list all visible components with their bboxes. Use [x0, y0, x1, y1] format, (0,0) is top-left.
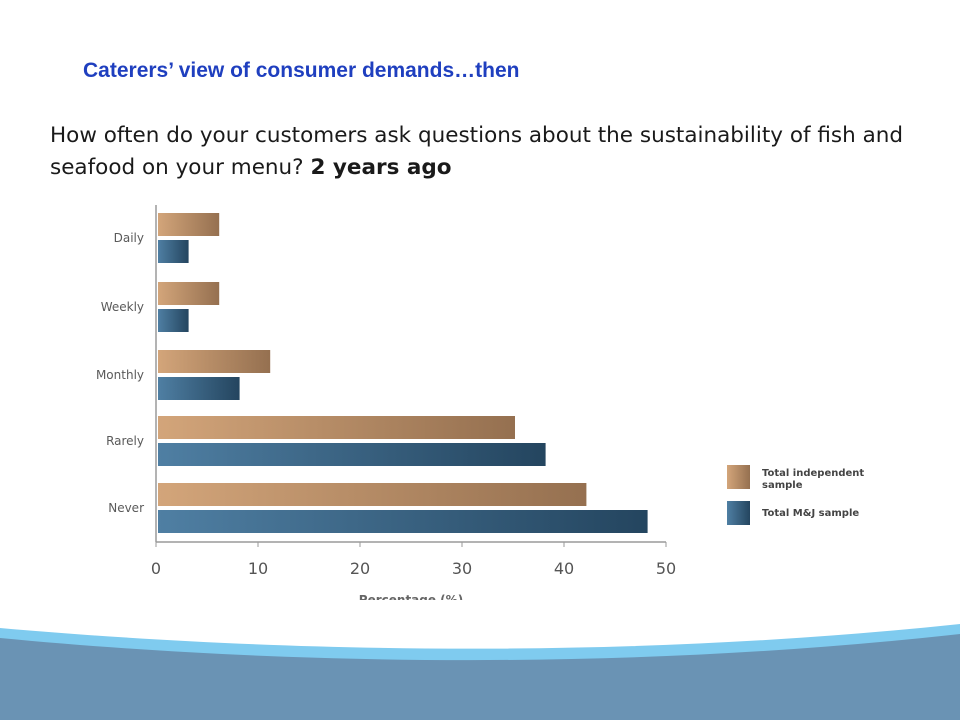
bar-never-series-1	[158, 510, 648, 533]
category-label-rarely: Rarely	[106, 434, 144, 448]
bar-rarely-series-0	[158, 416, 515, 439]
bar-rarely-series-1	[158, 443, 546, 466]
legend-swatch-series-1	[727, 501, 750, 525]
category-label-never: Never	[108, 501, 144, 515]
bar-daily-series-0	[158, 213, 220, 236]
x-tick-label: 50	[656, 559, 676, 578]
category-label-weekly: Weekly	[101, 300, 144, 314]
slide-title: Caterers’ view of consumer demands…then	[83, 59, 520, 82]
footer-wave-light	[0, 624, 960, 663]
survey-question: How often do your customers ask question…	[50, 120, 930, 184]
x-axis-title: Percentage (%)	[359, 593, 463, 600]
bar-monthly-series-0	[158, 350, 271, 373]
x-tick-label: 0	[151, 559, 161, 578]
legend-label-series-0: Total independent	[762, 468, 864, 479]
legend-label-series-0: sample	[762, 480, 803, 491]
x-tick-label: 10	[248, 559, 268, 578]
bar-never-series-0	[158, 483, 587, 506]
x-tick-label: 20	[350, 559, 370, 578]
bar-monthly-series-1	[158, 377, 240, 400]
question-emphasis: 2 years ago	[310, 155, 452, 180]
legend-label-series-1: Total M&J sample	[762, 508, 859, 519]
question-text: How often do your customers ask question…	[50, 123, 904, 180]
bar-daily-series-1	[158, 240, 189, 263]
footer-wave-dark	[0, 634, 960, 720]
category-label-monthly: Monthly	[96, 368, 144, 382]
bar-weekly-series-1	[158, 309, 189, 332]
bar-chart: 0 10 20 30 40 50 Percentage (%) Daily Weekly Mont…	[96, 205, 864, 600]
x-tick-label: 40	[554, 559, 574, 578]
bar-weekly-series-0	[158, 282, 220, 305]
x-tick-label: 30	[452, 559, 472, 578]
legend-swatch-series-0	[727, 465, 750, 489]
footer-wave-decoration	[0, 624, 960, 720]
category-label-daily: Daily	[114, 231, 144, 245]
